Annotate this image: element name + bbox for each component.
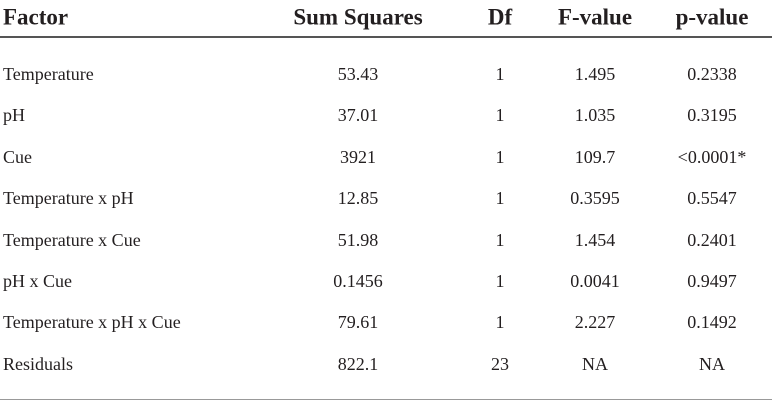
- cell-p-value: 0.9497: [687, 271, 737, 291]
- cell-f-value: 0.3595: [570, 188, 620, 209]
- cell-f-value: 1.454: [574, 229, 616, 250]
- cell-factor: pH x Cue: [3, 271, 72, 291]
- cell-sum-squares: 12.85: [337, 188, 379, 209]
- cell-df: 1: [495, 146, 505, 167]
- cell-factor: pH: [3, 105, 25, 126]
- cell-p-value: 0.2401: [687, 229, 737, 250]
- cell-p-value: 0.2338: [687, 64, 737, 84]
- cell-f-value: 0.0041: [570, 271, 620, 291]
- cell-df: 1: [495, 229, 505, 250]
- header-f-value: F-value: [557, 4, 633, 30]
- header-df: Df: [487, 4, 513, 30]
- header-rule: [0, 36, 772, 38]
- cell-f-value: NA: [582, 353, 608, 374]
- cell-factor: Residuals: [3, 353, 73, 374]
- cell-p-value: 0.3195: [687, 105, 737, 126]
- cell-factor: Cue: [3, 146, 32, 167]
- cell-p-value: <0.0001*: [677, 146, 747, 167]
- cell-sum-squares: 3921: [340, 146, 376, 167]
- header-factor: Factor: [3, 4, 69, 30]
- header-sum-squares: Sum Squares: [293, 4, 423, 30]
- cell-p-value: NA: [699, 353, 725, 374]
- cell-f-value: 109.7: [574, 146, 616, 167]
- cell-df: 1: [495, 188, 505, 209]
- cell-f-value: 1.035: [574, 105, 616, 126]
- cell-f-value: 1.495: [574, 64, 616, 84]
- cell-p-value: 0.5547: [687, 188, 737, 209]
- cell-df: 1: [495, 64, 505, 84]
- cell-factor: Temperature x pH x Cue: [3, 312, 181, 333]
- cell-sum-squares: 822.1: [337, 353, 379, 374]
- cell-factor: Temperature x pH: [3, 188, 134, 209]
- cell-sum-squares: 37.01: [337, 105, 379, 126]
- cell-sum-squares: 53.43: [337, 64, 379, 84]
- cell-df: 1: [495, 271, 505, 291]
- cell-df: 1: [495, 105, 505, 126]
- cell-sum-squares: 51.98: [337, 229, 379, 250]
- cell-df: 1: [495, 312, 505, 333]
- cell-df: 23: [491, 353, 509, 374]
- cell-factor: Temperature x Cue: [3, 229, 141, 250]
- bottom-rule: [0, 399, 772, 400]
- cell-p-value: 0.1492: [687, 312, 737, 333]
- cell-sum-squares: 0.1456: [333, 271, 383, 291]
- header-p-value: p-value: [675, 4, 749, 30]
- cell-f-value: 2.227: [574, 312, 616, 333]
- cell-sum-squares: 79.61: [337, 312, 379, 333]
- cell-factor: Temperature: [3, 64, 94, 84]
